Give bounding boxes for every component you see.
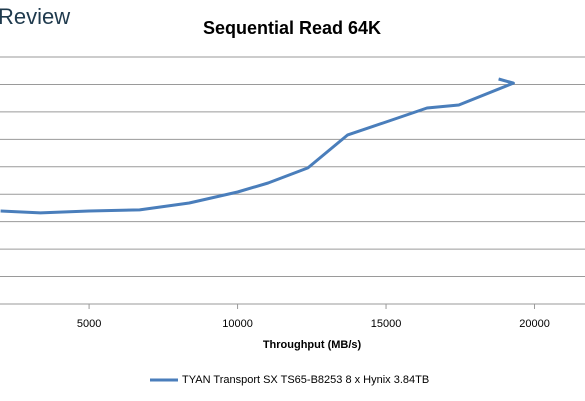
legend-label: TYAN Transport SX TS65-B8253 8 x Hynix 3… [182, 374, 429, 386]
logo: Review [0, 4, 70, 29]
chart-title: Sequential Read 64K [203, 18, 381, 38]
x-tick-label: 15000 [371, 318, 402, 330]
x-axis-label: Throughput (MB/s) [263, 339, 362, 351]
x-tick-label: 20000 [519, 318, 550, 330]
x-tick-label: 5000 [77, 318, 101, 330]
series-line [0, 77, 515, 215]
x-tick-label: 10000 [222, 318, 253, 330]
